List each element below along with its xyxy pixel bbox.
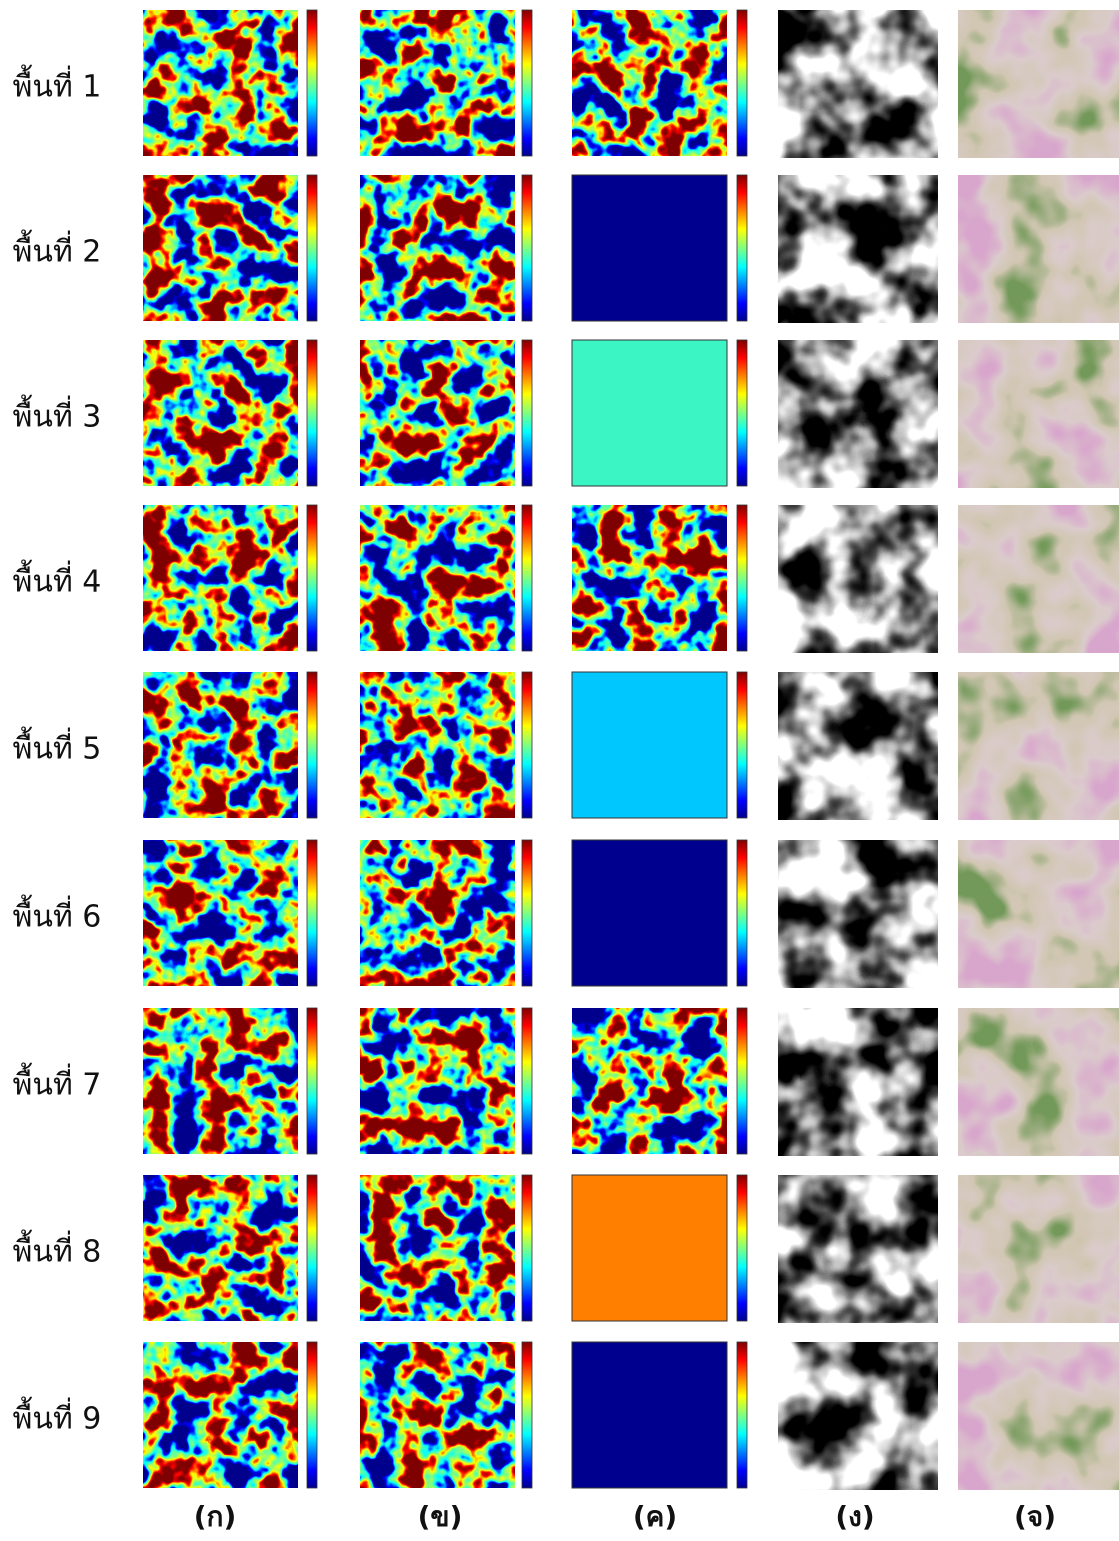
column-label: (ง) <box>835 1500 874 1533</box>
column-label: (จ) <box>1014 1500 1056 1533</box>
heatmap <box>360 505 515 651</box>
heatmap <box>143 672 298 818</box>
colorbar <box>522 1342 532 1488</box>
heatmap <box>360 672 515 818</box>
satellite-image <box>958 672 1119 820</box>
elevation-image <box>778 1342 938 1490</box>
elevation-image <box>778 505 938 653</box>
colorbar <box>307 10 317 156</box>
heatmap <box>360 1175 515 1321</box>
elevation-image <box>778 1175 938 1323</box>
elevation-image <box>778 840 938 988</box>
elevation-image <box>778 10 938 158</box>
colorbar <box>737 1175 747 1321</box>
colorbar <box>307 1175 317 1321</box>
heatmap <box>143 10 298 156</box>
satellite-image <box>958 175 1119 323</box>
heatmap <box>143 340 298 486</box>
satellite-image <box>958 10 1119 158</box>
satellite-image <box>958 1008 1119 1156</box>
elevation-image <box>778 175 938 323</box>
heatmap <box>572 10 727 156</box>
heatmap <box>360 840 515 986</box>
satellite-image <box>958 1175 1119 1323</box>
row-label: พื้นที่ 4 <box>13 560 102 600</box>
heatmap <box>572 340 727 486</box>
row-label: พื้นที่ 2 <box>13 230 102 270</box>
colorbar <box>522 840 532 986</box>
row-label: พื้นที่ 8 <box>13 1230 102 1270</box>
heatmap <box>143 1175 298 1321</box>
colorbar <box>737 1342 747 1488</box>
heatmap <box>143 505 298 651</box>
column-label: (ข) <box>418 1500 463 1533</box>
satellite-image <box>958 340 1119 488</box>
colorbar <box>737 10 747 156</box>
colorbar <box>307 840 317 986</box>
column-label: (ก) <box>194 1500 237 1533</box>
colorbar <box>522 175 532 321</box>
heatmap <box>143 175 298 321</box>
row-label: พื้นที่ 9 <box>13 1397 102 1437</box>
colorbar <box>522 672 532 818</box>
heatmap <box>360 10 515 156</box>
heatmap <box>572 1008 727 1154</box>
heatmap <box>360 1342 515 1488</box>
heatmap <box>572 175 727 321</box>
colorbar <box>737 840 747 986</box>
heatmap <box>360 340 515 486</box>
colorbar <box>737 340 747 486</box>
elevation-image <box>778 672 938 820</box>
colorbar <box>737 175 747 321</box>
colorbar <box>307 1342 317 1488</box>
satellite-image <box>958 840 1119 988</box>
satellite-image <box>958 1342 1119 1490</box>
heatmap <box>143 1008 298 1154</box>
colorbar <box>522 1008 532 1154</box>
row-label: พื้นที่ 7 <box>13 1063 102 1103</box>
figure: พื้นที่ 1 พื้นที่ 2 พื้นที่ 3 พื้นที่ 4 พื้น… <box>0 0 1119 1537</box>
colorbar <box>522 340 532 486</box>
colorbar <box>307 1008 317 1154</box>
elevation-image <box>778 340 938 488</box>
row-label: พื้นที่ 6 <box>13 895 102 935</box>
colorbar <box>737 672 747 818</box>
heatmap <box>360 175 515 321</box>
row-label: พื้นที่ 3 <box>13 395 102 435</box>
colorbar <box>522 1175 532 1321</box>
colorbar <box>307 505 317 651</box>
heatmap <box>572 505 727 651</box>
colorbar <box>522 505 532 651</box>
colorbar <box>522 10 532 156</box>
satellite-image <box>958 505 1119 653</box>
heatmap <box>360 1008 515 1154</box>
elevation-image <box>778 1008 938 1156</box>
heatmap <box>143 840 298 986</box>
heatmap <box>143 1342 298 1488</box>
colorbar <box>737 1008 747 1154</box>
colorbar <box>737 505 747 651</box>
colorbar <box>307 175 317 321</box>
row-label: พื้นที่ 5 <box>13 727 102 767</box>
heatmap <box>572 672 727 818</box>
row-label: พื้นที่ 1 <box>13 65 102 105</box>
heatmap <box>572 840 727 986</box>
colorbar <box>307 340 317 486</box>
heatmap <box>572 1175 727 1321</box>
heatmap <box>572 1342 727 1488</box>
column-label: (ค) <box>633 1500 677 1533</box>
colorbar <box>307 672 317 818</box>
